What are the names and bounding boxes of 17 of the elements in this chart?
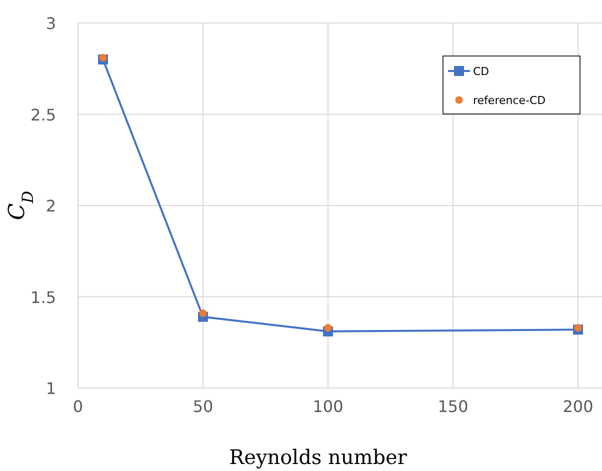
point bbox=[99, 54, 107, 62]
y-tick-label: 1.5 bbox=[30, 288, 56, 307]
legend-label: CD bbox=[473, 65, 490, 78]
y-tick-label: 2.5 bbox=[30, 105, 56, 124]
x-tick-label: 0 bbox=[72, 397, 84, 416]
legend-label: reference-CD bbox=[473, 94, 546, 107]
x-tick-label: 200 bbox=[562, 397, 594, 416]
point bbox=[199, 309, 207, 317]
y-tick-label: 1 bbox=[46, 379, 56, 398]
point bbox=[324, 324, 332, 332]
point bbox=[574, 324, 582, 332]
x-tick-label: 150 bbox=[438, 397, 468, 416]
x-tick-label: 50 bbox=[192, 397, 214, 416]
y-tick-label: 3 bbox=[46, 14, 56, 33]
x-axis-title: Reynolds number bbox=[229, 445, 408, 469]
y-tick-label: 2 bbox=[46, 196, 56, 216]
x-tick-label: 100 bbox=[312, 397, 344, 416]
